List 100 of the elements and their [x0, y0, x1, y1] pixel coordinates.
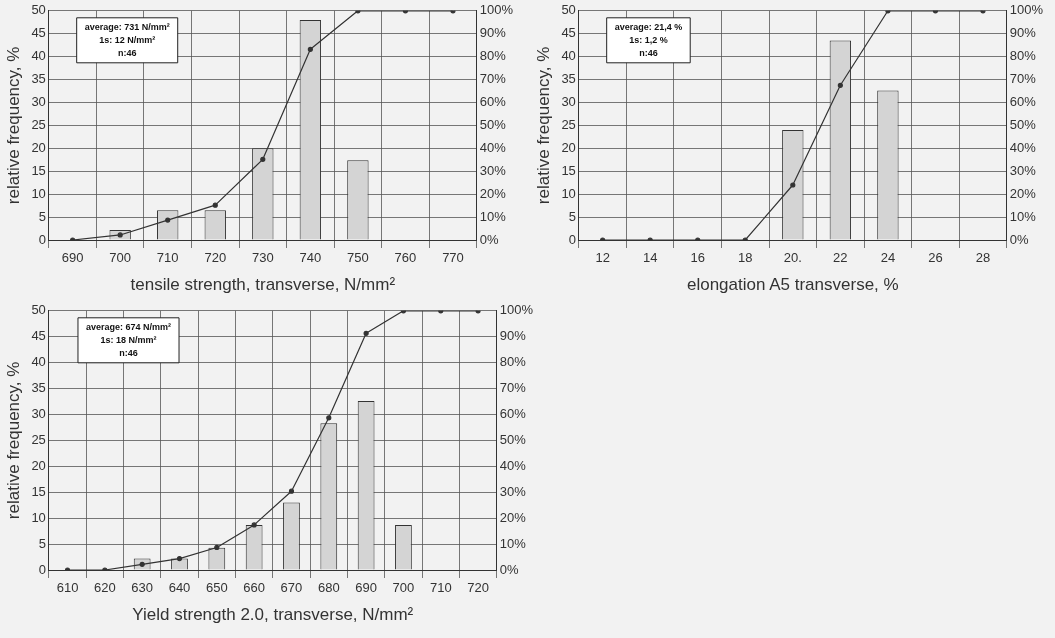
y-tick-label: 30 — [561, 94, 576, 110]
y-tick-label: 0 — [38, 231, 46, 247]
y-tick-label: 45 — [561, 25, 576, 41]
x-tick-label: 690 — [355, 580, 377, 596]
y-tick-label: 5 — [38, 208, 46, 224]
y2-tick-label: 20% — [1009, 185, 1037, 201]
y-tick-label: 15 — [31, 162, 46, 178]
x-tick-label: 750 — [347, 250, 369, 266]
y2-tick-label: 80% — [1009, 48, 1037, 64]
y-tick-label: 5 — [38, 535, 46, 551]
y2-tick-label: 0% — [479, 231, 499, 247]
y2-tick-label: 0% — [1009, 231, 1029, 247]
x-axis-title: elongation A5 transverse, % — [686, 275, 899, 295]
y2-tick-label: 50% — [499, 431, 527, 447]
y-tick-label: 20 — [561, 139, 576, 155]
y-tick-label: 40 — [31, 354, 46, 370]
annotation: average: 21,4 % — [614, 21, 683, 32]
annotation: n:46 — [119, 347, 138, 358]
x-tick-label: 740 — [299, 250, 322, 266]
y-tick-label: 40 — [31, 48, 46, 64]
y-tick-label: 45 — [31, 328, 46, 344]
y-tick-label: 0 — [568, 231, 576, 247]
y-tick-label: 50 — [31, 302, 46, 318]
y-axis-title: relative frequency, % — [533, 46, 553, 205]
y-tick-label: 25 — [31, 431, 46, 447]
y2-tick-label: 40% — [1009, 139, 1037, 155]
x-tick-label: 660 — [243, 580, 265, 596]
y-tick-label: 25 — [561, 116, 576, 132]
x-tick-label: 16 — [690, 250, 705, 266]
y2-tick-label: 10% — [499, 535, 527, 551]
x-tick-label: 620 — [93, 580, 116, 596]
x-tick-label: 710 — [156, 250, 179, 266]
x-tick-label: 22 — [833, 250, 848, 266]
annotation: 1s: 12 N/mm² — [99, 34, 156, 45]
y-axis-title: relative frequency, % — [3, 361, 23, 520]
x-tick-label: 710 — [429, 580, 452, 596]
x-tick-label: 720 — [467, 580, 489, 596]
x-tick-label: 28 — [975, 250, 991, 266]
y2-tick-label: 50% — [1009, 116, 1037, 132]
y2-tick-label: 20% — [479, 185, 507, 201]
x-tick-label: 650 — [205, 580, 228, 596]
y-tick-label: 30 — [31, 94, 46, 110]
y2-tick-label: 10% — [479, 208, 507, 224]
x-tick-label: 670 — [280, 580, 303, 596]
y2-tick-label: 30% — [1009, 162, 1037, 178]
y-tick-label: 10 — [31, 509, 46, 525]
y2-tick-label: 90% — [479, 25, 507, 41]
y2-tick-label: 90% — [1009, 25, 1037, 41]
y2-tick-label: 80% — [499, 354, 527, 370]
y2-tick-label: 40% — [499, 457, 527, 473]
x-tick-label: 14 — [642, 250, 658, 266]
y-axis-title: relative frequency, % — [3, 46, 23, 205]
x-tick-label: 680 — [317, 580, 340, 596]
x-tick-label: 12 — [595, 250, 610, 266]
x-tick-label: 700 — [109, 250, 132, 266]
x-tick-label: 760 — [394, 250, 417, 266]
y-tick-label: 15 — [31, 483, 46, 499]
y-tick-label: 35 — [31, 380, 46, 396]
x-tick-label: 610 — [56, 580, 79, 596]
x-tick-label: 26 — [928, 250, 943, 266]
y2-tick-label: 90% — [499, 328, 527, 344]
y2-tick-label: 70% — [499, 380, 527, 396]
y-tick-label: 0 — [38, 561, 46, 577]
x-tick-label: 630 — [131, 580, 154, 596]
x-tick-label: 20. — [783, 250, 802, 266]
y2-tick-label: 40% — [479, 139, 507, 155]
y2-tick-label: 70% — [1009, 71, 1037, 87]
y-tick-label: 45 — [31, 25, 46, 41]
y-tick-label: 50 — [561, 2, 576, 18]
y-tick-label: 20 — [31, 139, 46, 155]
y-tick-label: 25 — [31, 116, 46, 132]
x-tick-label: 770 — [442, 250, 464, 266]
y2-tick-label: 60% — [479, 94, 507, 110]
annotation: n:46 — [639, 47, 658, 58]
y-tick-label: 15 — [561, 162, 576, 178]
annotation: n:46 — [117, 47, 137, 58]
y2-tick-label: 60% — [1009, 94, 1037, 110]
y-tick-label: 20 — [31, 457, 46, 473]
y-tick-label: 35 — [561, 71, 576, 87]
y-tick-label: 50 — [31, 2, 46, 18]
x-tick-label: 640 — [168, 580, 191, 596]
y-tick-label: 5 — [568, 208, 576, 224]
x-axis-title: Yield strength 2.0, transverse, N/mm² — [132, 605, 414, 625]
y-tick-label: 40 — [561, 48, 576, 64]
x-tick-label: 690 — [61, 250, 84, 266]
y2-tick-label: 30% — [479, 162, 507, 178]
y2-tick-label: 100% — [1009, 2, 1044, 18]
annotation: 1s: 18 N/mm² — [100, 334, 157, 345]
x-tick-label: 18 — [738, 250, 753, 266]
y2-tick-label: 60% — [499, 406, 527, 422]
x-axis-title: tensile strength, transverse, N/mm² — [130, 275, 396, 295]
y-tick-label: 35 — [31, 71, 46, 87]
y2-tick-label: 10% — [1009, 208, 1037, 224]
y2-tick-label: 100% — [499, 302, 534, 318]
x-tick-label: 720 — [204, 250, 227, 266]
y2-tick-label: 70% — [479, 71, 507, 87]
x-tick-label: 730 — [251, 250, 274, 266]
annotation: 1s: 1,2 % — [629, 34, 668, 45]
y2-tick-label: 100% — [479, 2, 514, 18]
y2-tick-label: 30% — [499, 483, 527, 499]
